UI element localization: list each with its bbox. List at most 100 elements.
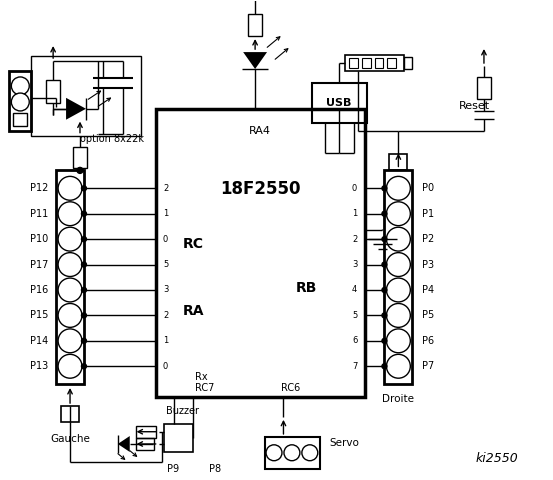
Text: P11: P11 <box>30 209 48 219</box>
Text: P15: P15 <box>30 311 48 321</box>
Bar <box>9 71 31 131</box>
Text: 2: 2 <box>352 235 357 244</box>
Circle shape <box>382 364 387 369</box>
Text: P5: P5 <box>422 311 435 321</box>
Text: 7: 7 <box>352 362 357 371</box>
Text: P2: P2 <box>422 234 435 244</box>
Text: RC7: RC7 <box>195 383 215 393</box>
Text: 6: 6 <box>352 336 357 345</box>
Bar <box>248 14 262 36</box>
Text: P0: P0 <box>422 183 435 193</box>
Circle shape <box>382 262 387 267</box>
Text: Servo: Servo <box>330 438 359 448</box>
Text: 5: 5 <box>163 260 168 269</box>
Circle shape <box>382 313 387 318</box>
Circle shape <box>77 168 83 173</box>
Circle shape <box>302 445 318 461</box>
Text: RA4: RA4 <box>249 126 271 136</box>
Text: RA: RA <box>182 303 204 318</box>
Circle shape <box>387 278 410 302</box>
Text: P1: P1 <box>422 209 435 219</box>
Text: option 8x22k: option 8x22k <box>80 133 144 144</box>
Bar <box>362 58 371 68</box>
Text: P6: P6 <box>422 336 435 346</box>
Circle shape <box>12 93 29 111</box>
Text: 3: 3 <box>352 260 357 269</box>
Bar <box>389 155 408 170</box>
Text: 5: 5 <box>352 311 357 320</box>
Bar <box>135 438 154 450</box>
Bar <box>404 57 413 69</box>
Circle shape <box>58 202 82 226</box>
Circle shape <box>387 354 410 378</box>
Text: 0: 0 <box>163 235 168 244</box>
Circle shape <box>58 329 82 353</box>
Bar <box>155 109 364 397</box>
Text: Buzzer: Buzzer <box>165 406 199 416</box>
Bar <box>13 113 27 126</box>
Bar <box>56 170 84 384</box>
Circle shape <box>387 176 410 200</box>
Text: 2: 2 <box>163 184 168 193</box>
Circle shape <box>12 77 29 95</box>
Bar <box>61 406 79 422</box>
Text: Reset: Reset <box>458 101 489 111</box>
Circle shape <box>58 278 82 302</box>
Text: 18F2550: 18F2550 <box>220 180 300 199</box>
Bar <box>345 55 404 71</box>
Text: RC: RC <box>183 237 204 251</box>
Text: 1: 1 <box>352 209 357 218</box>
Text: 0: 0 <box>163 362 168 371</box>
Text: USB: USB <box>326 98 352 108</box>
Bar <box>477 77 491 99</box>
Circle shape <box>382 338 387 343</box>
Circle shape <box>387 329 410 353</box>
Circle shape <box>284 445 300 461</box>
Text: P16: P16 <box>30 285 48 295</box>
Circle shape <box>382 288 387 292</box>
Bar <box>384 170 413 384</box>
Bar <box>388 58 397 68</box>
Bar <box>31 56 140 136</box>
Circle shape <box>81 186 86 191</box>
Text: P17: P17 <box>30 260 48 270</box>
Text: P13: P13 <box>30 361 48 371</box>
Circle shape <box>81 262 86 267</box>
Text: 3: 3 <box>163 286 168 295</box>
Circle shape <box>81 237 86 241</box>
Text: RB: RB <box>295 280 317 295</box>
Polygon shape <box>118 436 130 452</box>
Text: Gauche: Gauche <box>50 434 90 444</box>
Text: Rx: Rx <box>195 372 208 382</box>
Bar <box>265 437 320 468</box>
Circle shape <box>58 354 82 378</box>
Text: 2: 2 <box>163 311 168 320</box>
Circle shape <box>58 252 82 276</box>
Circle shape <box>387 303 410 327</box>
Circle shape <box>382 237 387 241</box>
Circle shape <box>58 227 82 251</box>
Polygon shape <box>66 98 86 120</box>
Circle shape <box>382 211 387 216</box>
Bar <box>135 426 155 438</box>
Text: 1: 1 <box>163 336 168 345</box>
Circle shape <box>81 288 86 292</box>
Text: P4: P4 <box>422 285 435 295</box>
Text: P12: P12 <box>30 183 48 193</box>
Polygon shape <box>243 52 267 69</box>
Text: ki2550: ki2550 <box>476 452 519 465</box>
Text: P3: P3 <box>422 260 435 270</box>
Bar <box>374 58 383 68</box>
Circle shape <box>81 211 86 216</box>
Text: P8: P8 <box>209 464 221 474</box>
Text: P10: P10 <box>30 234 48 244</box>
Circle shape <box>81 338 86 343</box>
Text: P14: P14 <box>30 336 48 346</box>
Circle shape <box>58 303 82 327</box>
Circle shape <box>266 445 282 461</box>
Circle shape <box>81 313 86 318</box>
Circle shape <box>58 176 82 200</box>
Text: P7: P7 <box>422 361 435 371</box>
Bar <box>73 146 87 168</box>
Circle shape <box>387 227 410 251</box>
